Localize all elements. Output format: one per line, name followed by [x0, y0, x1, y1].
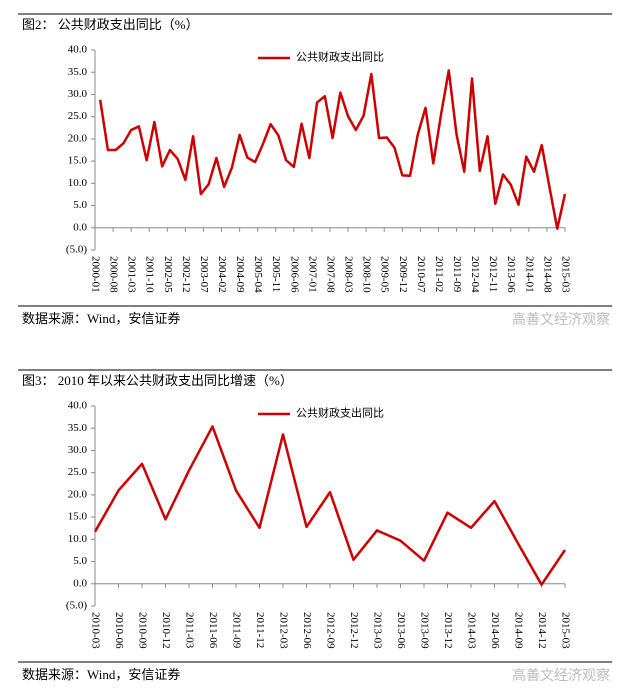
x-tick-label: 2007-08 — [324, 256, 336, 293]
source: 数据来源：Wind，安信证券 — [22, 667, 180, 682]
x-tick-label: 2000-08 — [108, 256, 120, 293]
y-tick-label: 15.0 — [68, 511, 88, 523]
y-tick-label: 40.0 — [68, 44, 88, 56]
x-tick-label: 2011-12 — [254, 612, 266, 648]
x-tick-label: 2011-06 — [207, 612, 219, 649]
x-tick-label: 2008-03 — [343, 256, 355, 293]
x-tick-label: 2014-08 — [541, 256, 553, 293]
y-tick-label: 5.0 — [73, 555, 87, 567]
x-tick-label: 2012-06 — [301, 612, 313, 649]
y-tick-label: 30.0 — [68, 88, 88, 100]
legend-label: 公共财政支出同比 — [296, 406, 384, 420]
x-tick-label: 2014-01 — [523, 256, 535, 293]
x-tick-label: 2014-06 — [489, 612, 501, 649]
x-tick-label: 2005-04 — [252, 256, 264, 293]
legend-label: 公共财政支出同比 — [296, 50, 384, 64]
watermark: 高善文经济观察 — [512, 311, 610, 328]
chart-title: 图2： 公共财政支出同比（%） — [22, 17, 199, 32]
x-tick-label: 2011-02 — [433, 256, 445, 292]
x-tick-label: 2013-03 — [371, 612, 383, 649]
x-tick-label: 2012-11 — [487, 256, 499, 292]
x-tick-label: 2013-09 — [418, 612, 430, 649]
x-tick-label: 2002-05 — [162, 256, 174, 293]
x-tick-label: 2009-12 — [397, 256, 409, 293]
x-tick-label: 2002-12 — [180, 256, 192, 293]
x-tick-label: 2014-09 — [512, 612, 524, 649]
x-tick-label: 2007-01 — [306, 256, 318, 293]
source: 数据来源：Wind，安信证券 — [22, 311, 180, 326]
y-tick-label: (5.0) — [66, 600, 87, 612]
y-tick-label: 35.0 — [68, 66, 88, 78]
y-tick-label: 20.0 — [68, 132, 88, 144]
y-tick-label: 0.0 — [73, 221, 87, 233]
x-tick-label: 2012-12 — [348, 612, 360, 649]
x-tick-label: 2013-06 — [395, 612, 407, 649]
y-tick-label: 40.0 — [68, 400, 88, 412]
y-tick-label: 0.0 — [73, 577, 87, 589]
chart-title: 图3： 2010 年以来公共财政支出同比增速（%） — [22, 373, 293, 388]
y-tick-label: 30.0 — [68, 444, 88, 456]
x-tick-label: 2010-03 — [89, 612, 101, 649]
x-tick-label: 2012-09 — [324, 612, 336, 649]
x-tick-label: 2014-03 — [465, 612, 477, 649]
x-tick-label: 2010-07 — [415, 256, 427, 293]
x-tick-label: 2015-03 — [559, 612, 571, 649]
x-tick-label: 2001-10 — [144, 256, 156, 293]
x-tick-label: 2015-03 — [559, 256, 571, 293]
y-tick-label: 35.0 — [68, 422, 88, 434]
y-tick-label: 10.0 — [68, 533, 88, 545]
x-tick-label: 2012-03 — [277, 612, 289, 649]
x-tick-label: 2004-02 — [216, 256, 228, 293]
y-tick-label: 25.0 — [68, 466, 88, 478]
y-tick-label: 25.0 — [68, 110, 88, 122]
x-tick-label: 2011-03 — [183, 612, 195, 649]
x-tick-label: 2010-12 — [160, 612, 172, 649]
x-tick-label: 2009-05 — [379, 256, 391, 293]
x-tick-label: 2011-09 — [451, 256, 463, 293]
watermark: 高善文经济观察 — [512, 667, 610, 684]
line — [93, 425, 567, 586]
x-tick-label: 2006-06 — [288, 256, 300, 293]
y-tick-label: 10.0 — [68, 177, 88, 189]
y-tick-label: (5.0) — [66, 244, 87, 256]
x-tick-label: 2012-04 — [469, 256, 481, 293]
x-tick-label: 2013-06 — [505, 256, 517, 293]
x-tick-label: 2000-01 — [89, 256, 101, 293]
x-tick-label: 2014-12 — [536, 612, 548, 649]
x-tick-label: 2004-09 — [234, 256, 246, 293]
x-tick-label: 2011-09 — [230, 612, 242, 649]
x-tick-label: 2008-10 — [361, 256, 373, 293]
x-tick-label: 2005-11 — [270, 256, 282, 292]
y-tick-label: 5.0 — [73, 199, 87, 211]
x-tick-label: 2010-09 — [136, 612, 148, 649]
y-tick-label: 15.0 — [68, 155, 88, 167]
y-tick-label: 20.0 — [68, 488, 88, 500]
x-tick-label: 2013-12 — [442, 612, 454, 649]
x-tick-label: 2003-07 — [198, 256, 210, 293]
x-tick-label: 2001-03 — [126, 256, 138, 293]
line — [98, 69, 567, 230]
x-tick-label: 2010-06 — [113, 612, 125, 649]
